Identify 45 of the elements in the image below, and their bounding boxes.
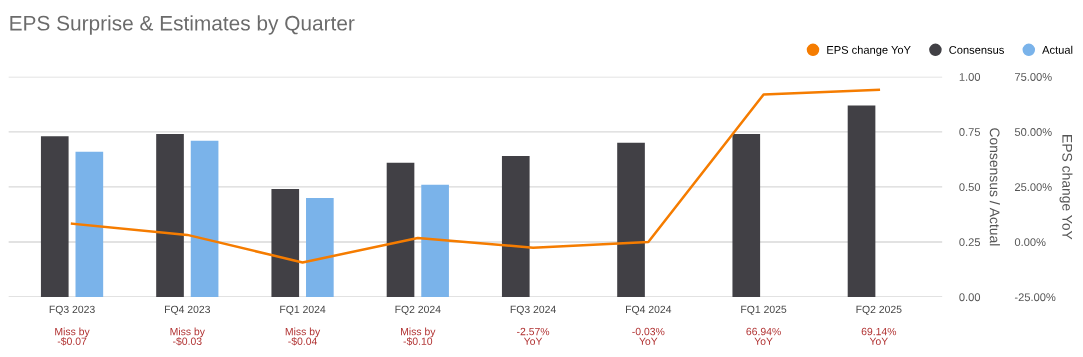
y-axis-title: Consensus / Actual [989, 128, 1000, 246]
text: Miss by -$0.03 [170, 327, 205, 346]
legend-label: Actual [1042, 45, 1073, 54]
x-tick-label: FQ4 2024 [626, 305, 672, 315]
text: 66.94% YoY [746, 327, 781, 345]
y-tick-label: 0.75 [959, 128, 981, 136]
bar [40, 136, 69, 298]
bar [501, 156, 530, 298]
y2-tick-label: -25.00% [1014, 293, 1056, 302]
y2-axis-title: EPS change YoY [1059, 135, 1073, 240]
x-tick-label: FQ3 2024 [510, 305, 556, 315]
text: 69.14% YoY [861, 327, 897, 345]
x-tick-label: FQ1 2024 [280, 305, 326, 315]
text: Miss by -$0.10 [401, 327, 436, 346]
bar [271, 189, 300, 298]
x-tick-label: FQ1 2025 [741, 305, 787, 315]
y2-tick-label: 0.00% [1014, 238, 1046, 247]
y-tick-label: 0.25 [959, 238, 981, 247]
bar [617, 142, 645, 298]
legend-label: EPS change YoY [827, 45, 911, 57]
bar [421, 184, 449, 298]
bar [75, 151, 104, 298]
text: -2.57% YoY [517, 327, 550, 345]
bar [156, 134, 184, 298]
y-tick-label: 0.50 [959, 183, 981, 192]
x-tick-label: FQ3 2023 [49, 305, 95, 315]
text: Miss by -$0.04 [285, 327, 321, 346]
legend-label: Consensus [949, 45, 1004, 54]
x-tick-label: FQ4 2023 [165, 305, 211, 315]
y2-tick-label: 50.00% [1014, 128, 1052, 136]
bar [386, 162, 415, 298]
chart-title: EPS Surprise & Estimates by Quarter [10, 15, 355, 35]
bar [306, 197, 334, 298]
bar [847, 105, 876, 298]
y2-tick-label: 75.00% [1015, 73, 1052, 81]
y-tick-label: 1.00 [959, 73, 981, 81]
line-series [70, 88, 881, 264]
x-tick-label: FQ2 2025 [856, 305, 902, 315]
y2-tick-label: 25.00% [1014, 183, 1052, 192]
text: -0.03% YoY [632, 327, 665, 345]
x-tick-label: FQ2 2024 [395, 305, 441, 315]
bar [190, 140, 219, 298]
y-tick-label: 0.00 [959, 293, 981, 302]
text: Miss by -$0.07 [55, 327, 90, 346]
bar [732, 134, 761, 298]
